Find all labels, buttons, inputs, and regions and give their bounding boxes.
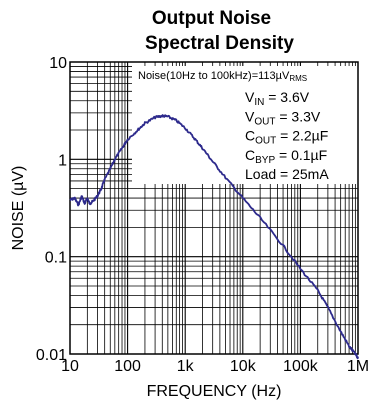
x-axis-label: FREQUENCY (Hz)	[147, 383, 282, 400]
y-tick-label: 0.01	[36, 347, 67, 364]
x-tick-label: 1k	[177, 358, 195, 375]
y-tick-label: 1	[58, 152, 67, 169]
series-layer	[69, 114, 359, 360]
tick-labels: 10 100 1k 10k 100k 1M 10 1 0.1 0.01	[36, 55, 369, 375]
chart-title-line-1: Output Noise	[151, 8, 272, 29]
annotation-header: Noise(10Hz to 100kHz)=113µVRMS	[138, 70, 307, 83]
x-tick-label: 100	[114, 358, 141, 375]
plot-frame	[69, 61, 359, 355]
x-tick-label: 1M	[347, 358, 369, 375]
annotation-line: Load = 25mA	[245, 166, 329, 182]
x-tick-label: 100k	[283, 358, 319, 375]
annotation-background	[132, 66, 366, 184]
annotation-line: VOUT = 3.3V	[245, 108, 321, 127]
x-tick-label: 10k	[230, 358, 257, 375]
noise-density-series-line	[69, 114, 359, 360]
y-axis-label: NOISE (µV)	[10, 166, 27, 251]
chart-title-line-2: Spectral Density	[145, 33, 294, 54]
y-tick-label: 10	[49, 55, 67, 72]
annotation-line: CBYP = 0.1µF	[245, 147, 327, 166]
x-tick-label: 10	[61, 358, 79, 375]
annotation-line: COUT = 2.2µF	[245, 128, 328, 147]
annotation-line: VIN = 3.6V	[245, 89, 310, 108]
annotation-box: Noise(10Hz to 100kHz)=113µVRMS VIN = 3.6V…	[138, 70, 329, 182]
y-tick-label: 0.1	[45, 250, 67, 267]
